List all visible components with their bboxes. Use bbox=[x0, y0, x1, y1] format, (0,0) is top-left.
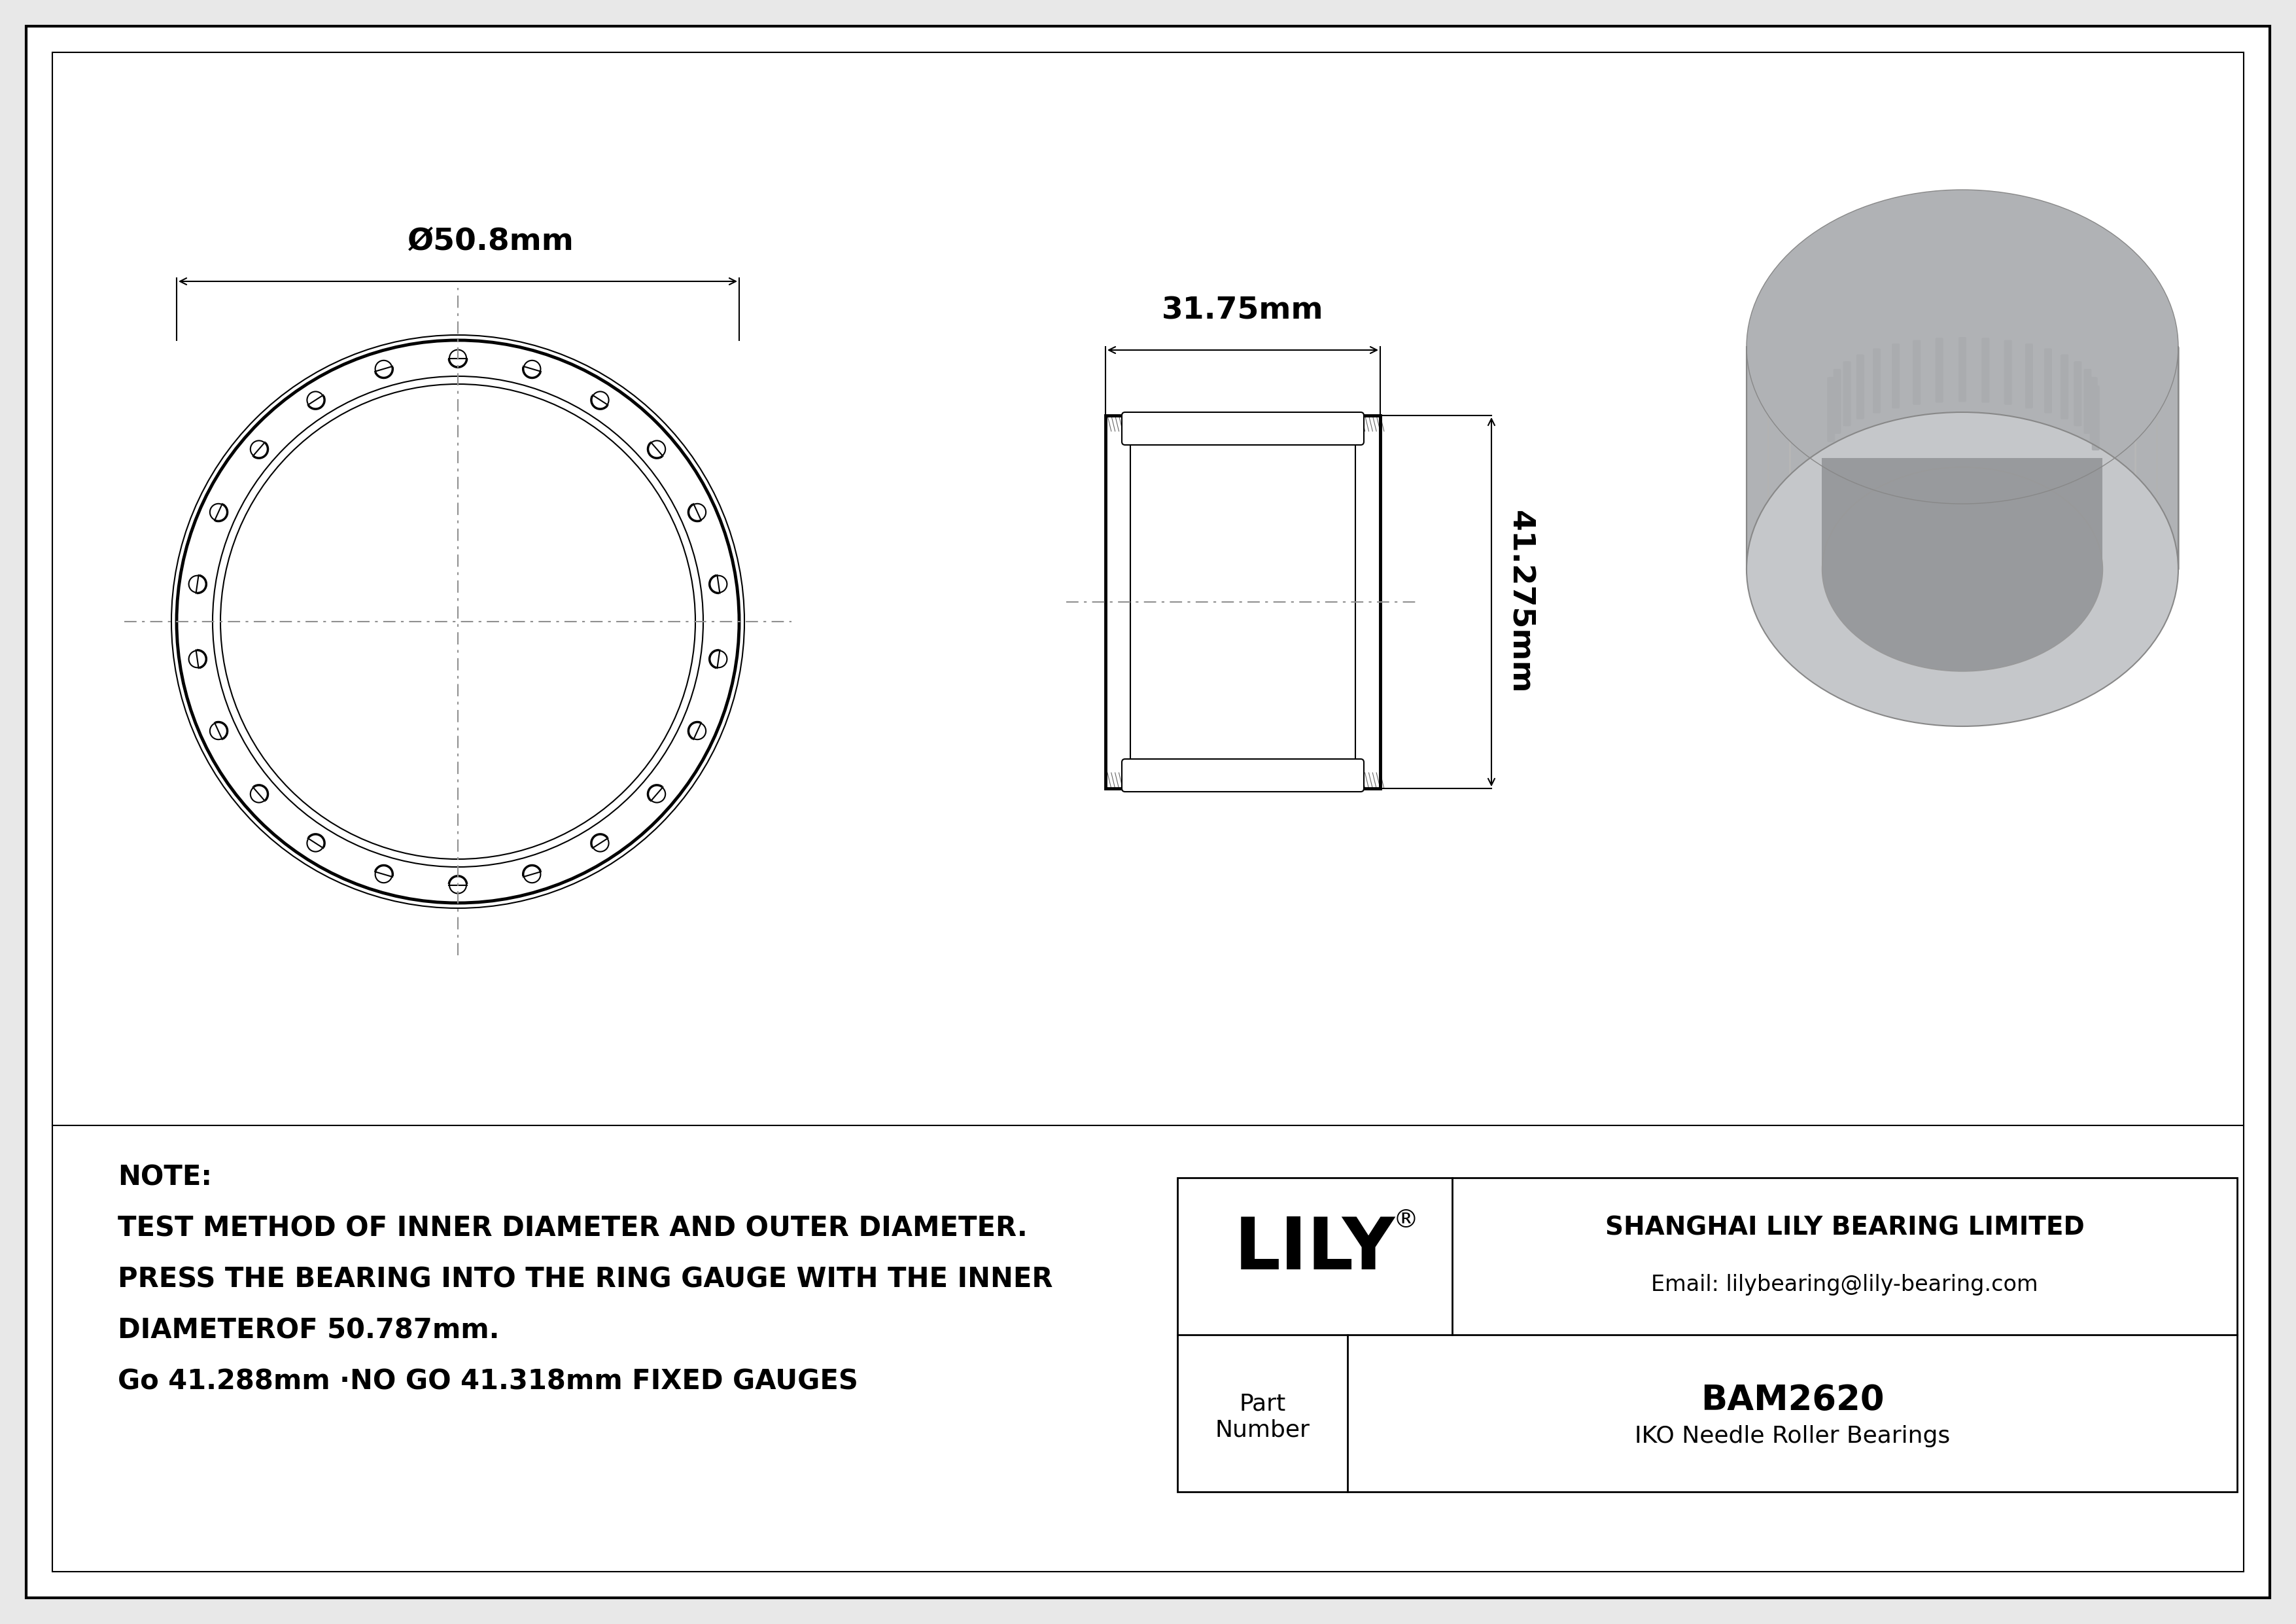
Circle shape bbox=[592, 391, 608, 409]
Circle shape bbox=[523, 866, 540, 883]
Circle shape bbox=[374, 866, 393, 883]
Text: BAM2620: BAM2620 bbox=[1701, 1384, 1885, 1418]
Circle shape bbox=[250, 440, 266, 458]
FancyBboxPatch shape bbox=[1844, 361, 1851, 425]
Circle shape bbox=[523, 361, 540, 377]
Circle shape bbox=[172, 335, 744, 908]
Circle shape bbox=[177, 341, 739, 903]
Bar bbox=[1178, 1177, 2236, 1492]
FancyBboxPatch shape bbox=[1874, 349, 1880, 412]
Text: PRESS THE BEARING INTO THE RING GAUGE WITH THE INNER: PRESS THE BEARING INTO THE RING GAUGE WI… bbox=[117, 1267, 1054, 1294]
Circle shape bbox=[450, 877, 466, 893]
FancyBboxPatch shape bbox=[1892, 344, 1899, 409]
Ellipse shape bbox=[1747, 412, 2179, 726]
Text: NOTE:: NOTE: bbox=[117, 1164, 211, 1192]
FancyBboxPatch shape bbox=[2025, 344, 2032, 409]
FancyBboxPatch shape bbox=[2073, 361, 2082, 425]
Bar bbox=[1747, 348, 2179, 570]
FancyBboxPatch shape bbox=[2092, 385, 2099, 450]
Text: 31.75mm: 31.75mm bbox=[1162, 296, 1325, 325]
Circle shape bbox=[214, 377, 703, 867]
Circle shape bbox=[450, 349, 466, 367]
Circle shape bbox=[647, 440, 666, 458]
Text: Email: lilybearing@lily-bearing.com: Email: lilybearing@lily-bearing.com bbox=[1651, 1273, 2039, 1296]
Circle shape bbox=[374, 361, 393, 377]
Text: IKO Needle Roller Bearings: IKO Needle Roller Bearings bbox=[1635, 1426, 1949, 1447]
FancyBboxPatch shape bbox=[1123, 412, 1364, 445]
Circle shape bbox=[709, 575, 728, 593]
Circle shape bbox=[308, 835, 324, 851]
Text: Go 41.288mm ·NO GO 41.318mm FIXED GAUGES: Go 41.288mm ·NO GO 41.318mm FIXED GAUGES bbox=[117, 1367, 859, 1395]
Ellipse shape bbox=[1823, 468, 2103, 671]
Bar bbox=[1823, 458, 2103, 570]
Text: Part: Part bbox=[1240, 1392, 1286, 1415]
Circle shape bbox=[689, 503, 705, 521]
Circle shape bbox=[220, 385, 696, 859]
Text: LILY: LILY bbox=[1235, 1215, 1396, 1285]
Circle shape bbox=[689, 723, 705, 739]
Circle shape bbox=[188, 651, 207, 667]
Text: Number: Number bbox=[1215, 1418, 1309, 1440]
FancyBboxPatch shape bbox=[2085, 369, 2092, 434]
Circle shape bbox=[209, 503, 227, 521]
FancyBboxPatch shape bbox=[1981, 338, 1988, 403]
Ellipse shape bbox=[1747, 190, 2179, 503]
FancyBboxPatch shape bbox=[1913, 339, 1922, 404]
Circle shape bbox=[647, 786, 666, 802]
Circle shape bbox=[709, 651, 728, 667]
Circle shape bbox=[592, 835, 608, 851]
Text: 41.275mm: 41.275mm bbox=[1504, 510, 1534, 693]
FancyBboxPatch shape bbox=[2004, 339, 2011, 404]
Text: ®: ® bbox=[1394, 1208, 1419, 1233]
FancyBboxPatch shape bbox=[1828, 377, 1835, 442]
FancyBboxPatch shape bbox=[1958, 338, 1965, 403]
FancyBboxPatch shape bbox=[2060, 354, 2069, 419]
FancyBboxPatch shape bbox=[1936, 338, 1942, 403]
Text: SHANGHAI LILY BEARING LIMITED: SHANGHAI LILY BEARING LIMITED bbox=[1605, 1216, 2085, 1241]
Text: Ø50.8mm: Ø50.8mm bbox=[406, 227, 574, 257]
Text: DIAMETEROF 50.787mm.: DIAMETEROF 50.787mm. bbox=[117, 1317, 501, 1345]
Circle shape bbox=[308, 391, 324, 409]
FancyBboxPatch shape bbox=[2089, 377, 2099, 442]
FancyBboxPatch shape bbox=[2043, 349, 2053, 412]
Circle shape bbox=[250, 786, 266, 802]
FancyBboxPatch shape bbox=[1123, 758, 1364, 793]
Circle shape bbox=[209, 723, 227, 739]
Bar bbox=[1104, 416, 1380, 788]
Circle shape bbox=[188, 575, 207, 593]
Text: TEST METHOD OF INNER DIAMETER AND OUTER DIAMETER.: TEST METHOD OF INNER DIAMETER AND OUTER … bbox=[117, 1215, 1029, 1242]
FancyBboxPatch shape bbox=[1857, 354, 1864, 419]
FancyBboxPatch shape bbox=[1832, 369, 1841, 434]
